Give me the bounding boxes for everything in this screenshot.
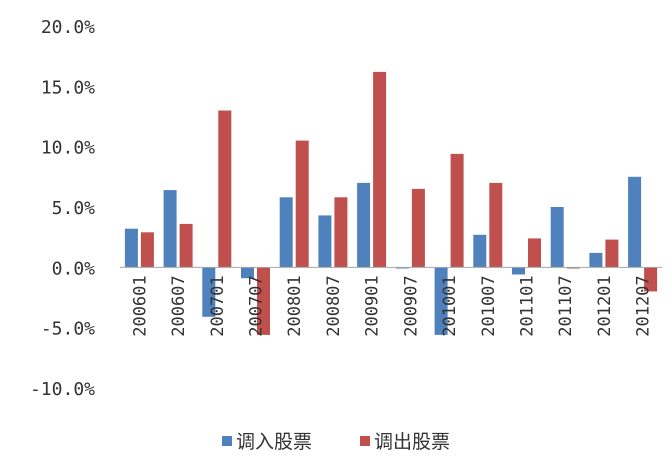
bar-in-201001 [434, 267, 448, 335]
bar-in-200901 [357, 182, 371, 268]
bar-out-201107 [566, 267, 580, 269]
legend-label: 调出股票 [374, 431, 450, 453]
bar-out-200601 [140, 232, 154, 268]
legend-swatch [360, 436, 370, 446]
bar-out-201201 [605, 239, 619, 268]
y-tick-label: 0.0% [52, 258, 96, 279]
bar-in-200601 [124, 228, 138, 268]
y-axis: 20.0% 15.0% 10.0% 5.0% 0.0% -5.0% -10.0% [30, 17, 95, 400]
x-tick-label: 200807 [324, 275, 344, 336]
y-tick-label: 5.0% [52, 198, 96, 219]
bar-out-201101 [528, 238, 541, 268]
bars [124, 71, 658, 335]
bar-out-201001 [450, 153, 464, 268]
bar-in-200701 [202, 267, 216, 317]
bar-out-201007 [489, 182, 503, 268]
x-tick-label: 200901 [363, 275, 383, 336]
x-tick-label: 201101 [518, 275, 538, 336]
bar-in-200907 [395, 267, 409, 269]
x-axis-labels: 200601 200607 200701 200707 200801 200807 2009… [130, 275, 653, 336]
y-tick-label: -10.0% [30, 379, 95, 400]
bar-in-201107 [550, 207, 564, 268]
bar-in-200707 [241, 267, 254, 279]
x-tick-label: 200707 [247, 275, 267, 336]
bar-in-201201 [589, 252, 603, 268]
bar-out-200901 [373, 71, 387, 268]
x-tick-label: 201001 [440, 275, 460, 336]
bar-in-201207 [628, 176, 642, 268]
x-tick-label: 201201 [595, 275, 615, 336]
legend-label: 调入股票 [236, 431, 312, 453]
x-tick-label: 201107 [556, 275, 576, 336]
bar-in-200807 [318, 215, 332, 268]
bar-out-201207 [644, 267, 658, 292]
x-tick-label: 201207 [634, 275, 654, 336]
bar-in-201101 [512, 267, 525, 275]
x-tick-label: 200601 [130, 275, 150, 336]
bar-out-200701 [218, 110, 232, 268]
bar-out-200907 [411, 188, 425, 268]
y-tick-label: -5.0% [41, 319, 95, 340]
bar-in-200801 [279, 197, 293, 268]
bar-in-200607 [163, 190, 177, 268]
x-tick-label: 201007 [479, 275, 499, 336]
x-tick-label: 200607 [169, 275, 189, 336]
y-tick-label: 15.0% [41, 77, 95, 98]
x-tick-label: 200907 [401, 275, 421, 336]
bar-out-200801 [295, 140, 309, 268]
x-tick-label: 200801 [285, 275, 305, 336]
bar-out-200807 [334, 197, 348, 268]
bar-out-200607 [179, 223, 193, 268]
legend: 调入股票 调出股票 [222, 431, 450, 453]
y-tick-label: 10.0% [41, 138, 95, 159]
legend-swatch [222, 436, 232, 446]
bar-out-200707 [257, 267, 270, 335]
x-tick-label: 200701 [208, 275, 228, 336]
y-tick-label: 20.0% [41, 17, 95, 38]
bar-in-201007 [473, 234, 487, 268]
